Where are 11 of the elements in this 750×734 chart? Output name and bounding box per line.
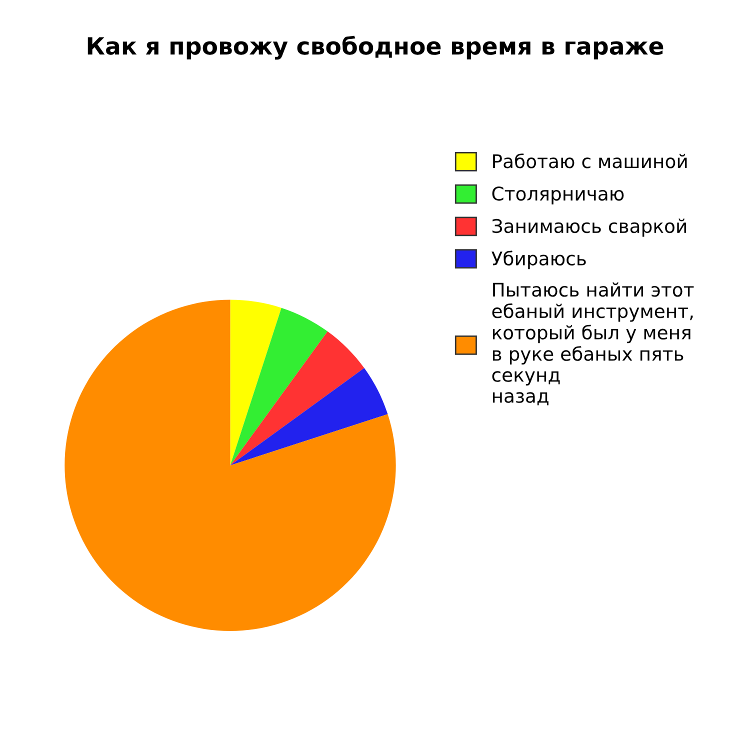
legend-label: Занимаюсь сваркой	[492, 218, 686, 237]
legend-label: Столярничаю	[492, 186, 624, 204]
legend-label: Пытаюсь найти этот ебаный инструмент, который был у меня в руке ебаных пять секунд назад	[492, 282, 694, 406]
legend-label: Убираюсь	[492, 250, 586, 270]
pie-slice	[230, 308, 328, 466]
pie-slice	[230, 368, 388, 466]
legend-label: Работаю с машиной	[493, 153, 687, 168]
pie-slice	[230, 331, 364, 466]
chart-title: Как я провожу свободное время в гараже	[88, 36, 664, 60]
pie-slice	[64, 300, 396, 631]
pie-slice	[230, 300, 282, 466]
